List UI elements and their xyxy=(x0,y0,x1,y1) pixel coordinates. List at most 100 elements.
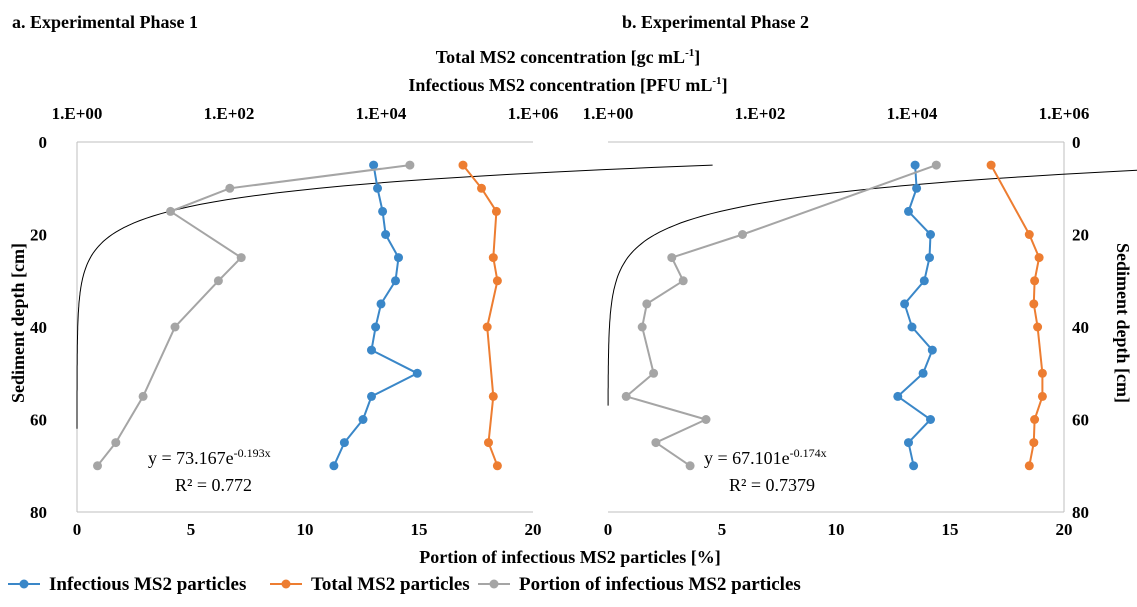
trendline-r2: R² = 0.772 xyxy=(175,475,252,495)
y-tick-label: 40 xyxy=(30,318,47,337)
data-point xyxy=(93,461,102,471)
trendline-equation: y = 73.167e-0.193x xyxy=(148,446,271,468)
data-point xyxy=(391,276,400,286)
data-point xyxy=(926,415,935,424)
panel-a-plot: 0 20 40 60 80 0 5 10 15 20 1.E+00 1.E+02 1.E+04 1.E+0… xyxy=(30,104,713,539)
data-point xyxy=(621,391,631,401)
data-point xyxy=(378,206,388,216)
data-point xyxy=(1024,461,1034,471)
data-point xyxy=(1029,299,1039,309)
data-point xyxy=(484,438,493,448)
data-point xyxy=(405,160,415,170)
data-point xyxy=(491,206,501,216)
x-top-tick-label: 1.E+06 xyxy=(1039,104,1090,123)
data-point xyxy=(111,438,121,448)
data-point xyxy=(488,253,498,263)
x-bottom-tick-label: 0 xyxy=(73,520,82,539)
data-point xyxy=(1033,322,1043,332)
legend-label: Portion of infectious MS2 particles xyxy=(519,574,801,595)
data-point xyxy=(367,345,376,355)
y-tick-label: 0 xyxy=(39,133,48,152)
legend-marker xyxy=(489,579,499,589)
data-point xyxy=(371,322,381,332)
x-bottom-tick-label: 20 xyxy=(1056,520,1073,539)
legend-label: Total MS2 particles xyxy=(311,574,470,595)
data-point xyxy=(900,299,910,309)
legend-label: Infectious MS2 particles xyxy=(49,574,246,595)
top-axis-title-line2: Infectious MS2 concentration [PFU mL-1] xyxy=(408,75,727,95)
series-line xyxy=(624,164,937,467)
y-tick-label: 20 xyxy=(30,226,47,245)
top-axis-title-line1: Total MS2 concentration [gc mL-1] xyxy=(436,47,700,67)
data-point xyxy=(339,438,349,448)
data-point xyxy=(678,276,688,286)
trendline xyxy=(76,164,713,429)
data-point xyxy=(458,160,468,170)
data-point xyxy=(166,206,175,216)
legend-marker xyxy=(281,579,291,589)
data-point xyxy=(1024,230,1034,239)
data-point xyxy=(919,276,929,286)
data-point xyxy=(893,391,903,401)
data-point xyxy=(369,160,379,170)
data-point xyxy=(367,391,376,401)
panel-b-title: b. Experimental Phase 2 xyxy=(622,12,809,32)
x-top-tick-label: 1.E+00 xyxy=(583,104,634,123)
data-point xyxy=(927,345,937,355)
y-tick-label: 20 xyxy=(1072,226,1089,245)
series-line xyxy=(896,165,934,467)
data-point xyxy=(1034,253,1044,263)
data-point xyxy=(909,461,919,471)
x-bottom-tick-label: 10 xyxy=(297,520,314,539)
data-point xyxy=(701,415,711,424)
data-point xyxy=(986,160,996,170)
data-point xyxy=(412,368,422,378)
data-point xyxy=(685,461,695,471)
data-point xyxy=(170,322,180,332)
x-top-tick-label: 1.E+00 xyxy=(52,104,103,123)
panel-a-title: a. Experimental Phase 1 xyxy=(12,12,198,32)
y-tick-label: 80 xyxy=(1072,503,1089,522)
data-point xyxy=(236,253,246,263)
y-tick-label: 80 xyxy=(30,503,47,522)
x-bottom-tick-label: 0 xyxy=(604,520,613,539)
data-point xyxy=(910,160,920,170)
data-point xyxy=(1030,415,1040,424)
trendline-r2: R² = 0.7379 xyxy=(729,475,815,495)
data-point xyxy=(926,230,935,239)
data-point xyxy=(492,276,502,286)
data-point xyxy=(912,183,922,193)
data-point xyxy=(918,368,928,378)
data-point xyxy=(907,322,917,332)
data-point xyxy=(213,276,223,286)
x-bottom-tick-label: 5 xyxy=(718,520,727,539)
y-tick-label: 60 xyxy=(1072,411,1089,430)
data-point xyxy=(138,391,148,401)
x-bottom-tick-label: 15 xyxy=(942,520,959,539)
trendline-equation: y = 67.101e-0.174x xyxy=(704,446,827,468)
y-tick-label: 60 xyxy=(30,411,47,430)
data-point xyxy=(642,299,652,309)
data-point xyxy=(488,391,498,401)
data-point xyxy=(482,322,492,332)
y-tick-label: 0 xyxy=(1072,133,1081,152)
data-point xyxy=(667,253,677,263)
legend: Infectious MS2 particles Total MS2 partic… xyxy=(8,574,801,595)
data-point xyxy=(925,253,934,263)
left-axis-title: Sediment depth [cm] xyxy=(8,243,28,403)
data-point xyxy=(738,230,747,239)
x-top-tick-label: 1.E+06 xyxy=(508,104,559,123)
data-point xyxy=(649,368,659,378)
data-point xyxy=(329,461,339,471)
data-point xyxy=(381,230,391,239)
data-point xyxy=(904,206,913,216)
data-point xyxy=(373,183,382,193)
x-top-tick-label: 1.E+04 xyxy=(887,104,938,123)
data-point xyxy=(1029,438,1039,448)
data-point xyxy=(358,415,368,424)
data-point xyxy=(931,160,941,170)
panel-b-plot: 0 20 40 60 80 0 5 10 15 20 1.E+00 1.E+02 1.E+04 1.E+0… xyxy=(583,104,1137,539)
x-bottom-tick-label: 5 xyxy=(187,520,196,539)
series-line xyxy=(332,164,420,467)
